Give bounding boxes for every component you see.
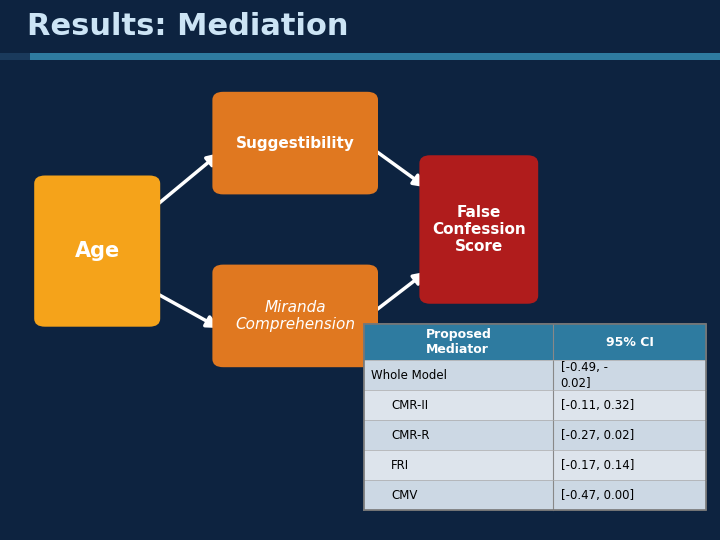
Text: [-0.17, 0.14]: [-0.17, 0.14] bbox=[561, 458, 634, 472]
Text: CMR-R: CMR-R bbox=[391, 429, 429, 442]
Text: Suggestibility: Suggestibility bbox=[235, 136, 355, 151]
Text: Age: Age bbox=[75, 241, 120, 261]
FancyBboxPatch shape bbox=[0, 0, 720, 57]
FancyBboxPatch shape bbox=[364, 450, 706, 480]
FancyBboxPatch shape bbox=[364, 324, 706, 360]
FancyBboxPatch shape bbox=[0, 53, 720, 60]
FancyBboxPatch shape bbox=[0, 53, 30, 60]
Text: [-0.49, -
0.02]: [-0.49, - 0.02] bbox=[561, 361, 608, 389]
FancyBboxPatch shape bbox=[419, 156, 539, 303]
Text: CMV: CMV bbox=[391, 489, 418, 502]
Text: Miranda
Comprehension: Miranda Comprehension bbox=[235, 300, 355, 332]
FancyBboxPatch shape bbox=[364, 390, 706, 420]
FancyBboxPatch shape bbox=[364, 324, 706, 510]
Text: False
Confession
Score: False Confession Score bbox=[432, 205, 526, 254]
FancyBboxPatch shape bbox=[212, 92, 378, 194]
Text: FRI: FRI bbox=[391, 458, 409, 472]
FancyBboxPatch shape bbox=[364, 360, 706, 390]
Text: 95% CI: 95% CI bbox=[606, 335, 654, 348]
Text: Whole Model: Whole Model bbox=[371, 369, 447, 382]
Text: Proposed
Mediator: Proposed Mediator bbox=[426, 328, 492, 356]
Text: CMR-II: CMR-II bbox=[391, 399, 428, 411]
Text: [-0.11, 0.32]: [-0.11, 0.32] bbox=[561, 399, 634, 411]
FancyBboxPatch shape bbox=[364, 480, 706, 510]
FancyBboxPatch shape bbox=[364, 420, 706, 450]
FancyBboxPatch shape bbox=[35, 176, 160, 327]
Text: [-0.47, 0.00]: [-0.47, 0.00] bbox=[561, 489, 634, 502]
Text: Results: Mediation: Results: Mediation bbox=[27, 12, 349, 41]
FancyBboxPatch shape bbox=[212, 265, 378, 367]
Text: [-0.27, 0.02]: [-0.27, 0.02] bbox=[561, 429, 634, 442]
